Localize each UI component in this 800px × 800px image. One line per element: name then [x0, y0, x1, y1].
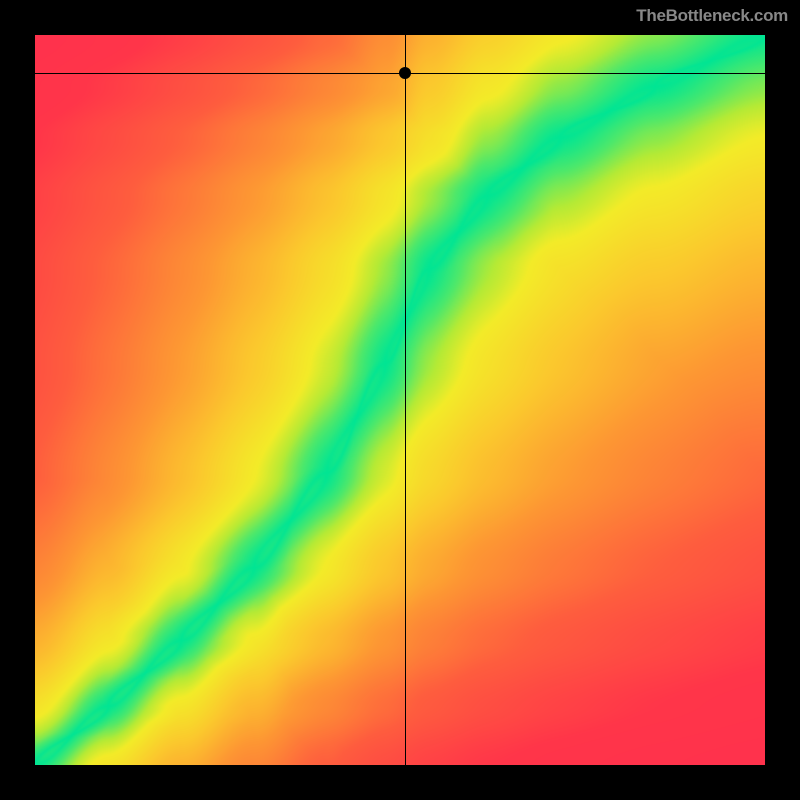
crosshair-vertical	[405, 35, 406, 765]
crosshair-marker	[399, 67, 411, 79]
heatmap-plot	[35, 35, 765, 765]
watermark-text: TheBottleneck.com	[636, 6, 788, 26]
heatmap-canvas	[35, 35, 765, 765]
